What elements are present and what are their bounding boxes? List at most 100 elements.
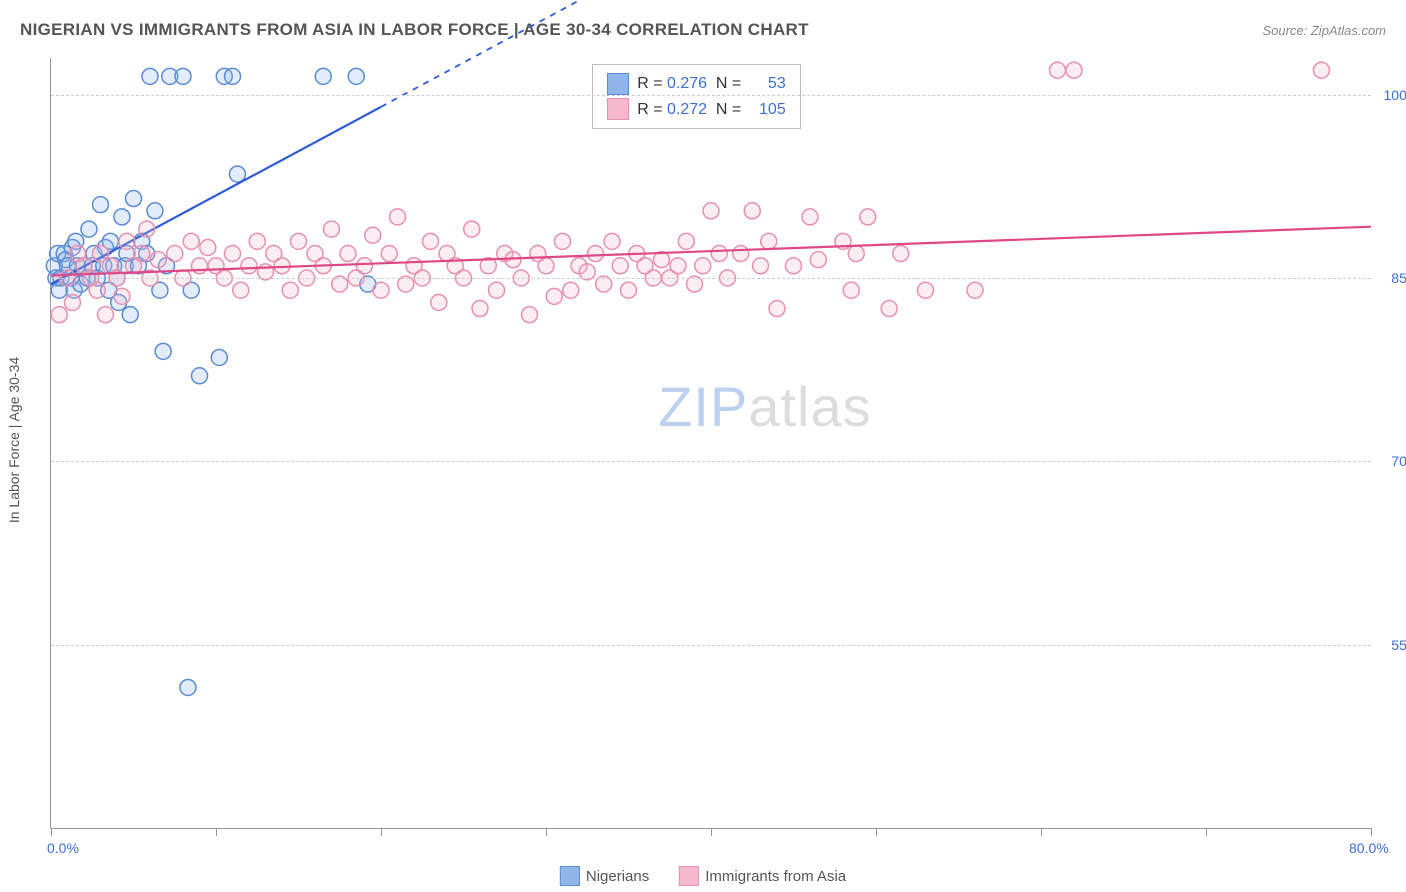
data-point xyxy=(315,68,331,84)
data-point xyxy=(769,301,785,317)
data-point xyxy=(1314,62,1330,78)
data-point xyxy=(489,282,505,298)
data-point xyxy=(678,233,694,249)
chart-title: NIGERIAN VS IMMIGRANTS FROM ASIA IN LABO… xyxy=(20,20,809,40)
data-point xyxy=(711,246,727,262)
legend-swatch-asia xyxy=(679,866,699,886)
data-point xyxy=(604,233,620,249)
correlation-stats-box: R = 0.276 N = 53 R = 0.272 N = 105 xyxy=(592,64,801,129)
data-point xyxy=(225,68,241,84)
data-point xyxy=(249,233,265,249)
data-point xyxy=(761,233,777,249)
legend-item-nigerians: Nigerians xyxy=(560,866,649,886)
trend-line-extrapolated xyxy=(381,0,596,107)
data-point xyxy=(192,258,208,274)
plot-area: ZIPatlas R = 0.276 N = 53 R = 0.272 N = … xyxy=(50,58,1371,829)
data-point xyxy=(114,209,130,225)
data-point xyxy=(180,679,196,695)
data-point xyxy=(381,246,397,262)
data-point xyxy=(150,252,166,268)
data-point xyxy=(1066,62,1082,78)
x-tick xyxy=(546,828,547,836)
data-point xyxy=(126,191,142,207)
data-point xyxy=(522,307,538,323)
data-point xyxy=(51,307,67,323)
data-point xyxy=(291,233,307,249)
data-point xyxy=(893,246,909,262)
data-point xyxy=(555,233,571,249)
data-point xyxy=(703,203,719,219)
chart-svg xyxy=(51,58,1371,828)
data-point xyxy=(229,166,245,182)
data-point xyxy=(348,68,364,84)
data-point xyxy=(64,294,80,310)
data-point xyxy=(744,203,760,219)
data-point xyxy=(192,368,208,384)
data-point xyxy=(802,209,818,225)
data-point xyxy=(918,282,934,298)
data-point xyxy=(167,246,183,262)
x-tick xyxy=(1371,828,1372,836)
data-point xyxy=(373,282,389,298)
data-point xyxy=(670,258,686,274)
data-point xyxy=(365,227,381,243)
gridline xyxy=(51,461,1371,462)
legend-label-nigerians: Nigerians xyxy=(586,868,649,885)
data-point xyxy=(200,239,216,255)
data-point xyxy=(211,349,227,365)
data-point xyxy=(423,233,439,249)
gridline xyxy=(51,278,1371,279)
data-point xyxy=(848,246,864,262)
x-tick xyxy=(1041,828,1042,836)
x-tick xyxy=(1206,828,1207,836)
swatch-nigerians xyxy=(607,73,629,95)
y-axis-label: In Labor Force | Age 30-34 xyxy=(6,357,22,523)
legend-item-asia: Immigrants from Asia xyxy=(679,866,846,886)
data-point xyxy=(139,221,155,237)
y-tick-label: 70.0% xyxy=(1376,453,1406,469)
x-tick xyxy=(711,828,712,836)
data-point xyxy=(324,221,340,237)
data-point xyxy=(390,209,406,225)
x-tick xyxy=(51,828,52,836)
data-point xyxy=(81,221,97,237)
data-point xyxy=(431,294,447,310)
data-point xyxy=(843,282,859,298)
data-point xyxy=(967,282,983,298)
data-point xyxy=(225,246,241,262)
x-tick-label: 0.0% xyxy=(47,840,79,856)
data-point xyxy=(89,282,105,298)
data-point xyxy=(155,343,171,359)
data-point xyxy=(860,209,876,225)
stats-row-asia: R = 0.272 N = 105 xyxy=(607,97,786,123)
data-point xyxy=(810,252,826,268)
data-point xyxy=(119,233,135,249)
data-point xyxy=(241,258,257,274)
x-tick xyxy=(216,828,217,836)
data-point xyxy=(733,246,749,262)
data-point xyxy=(786,258,802,274)
data-point xyxy=(147,203,163,219)
legend-swatch-nigerians xyxy=(560,866,580,886)
data-point xyxy=(695,258,711,274)
gridline xyxy=(51,95,1371,96)
x-tick xyxy=(876,828,877,836)
gridline xyxy=(51,645,1371,646)
data-point xyxy=(881,301,897,317)
data-point xyxy=(97,307,113,323)
legend-bottom: Nigerians Immigrants from Asia xyxy=(560,866,846,886)
data-point xyxy=(621,282,637,298)
stats-row-nigerians: R = 0.276 N = 53 xyxy=(607,71,786,97)
data-point xyxy=(142,68,158,84)
swatch-asia xyxy=(607,98,629,120)
data-point xyxy=(563,282,579,298)
data-point xyxy=(588,246,604,262)
y-tick-label: 85.0% xyxy=(1376,270,1406,286)
data-point xyxy=(546,288,562,304)
x-tick xyxy=(381,828,382,836)
data-point xyxy=(1050,62,1066,78)
x-tick-label: 80.0% xyxy=(1349,840,1389,856)
data-point xyxy=(282,282,298,298)
data-point xyxy=(233,282,249,298)
data-point xyxy=(357,258,373,274)
